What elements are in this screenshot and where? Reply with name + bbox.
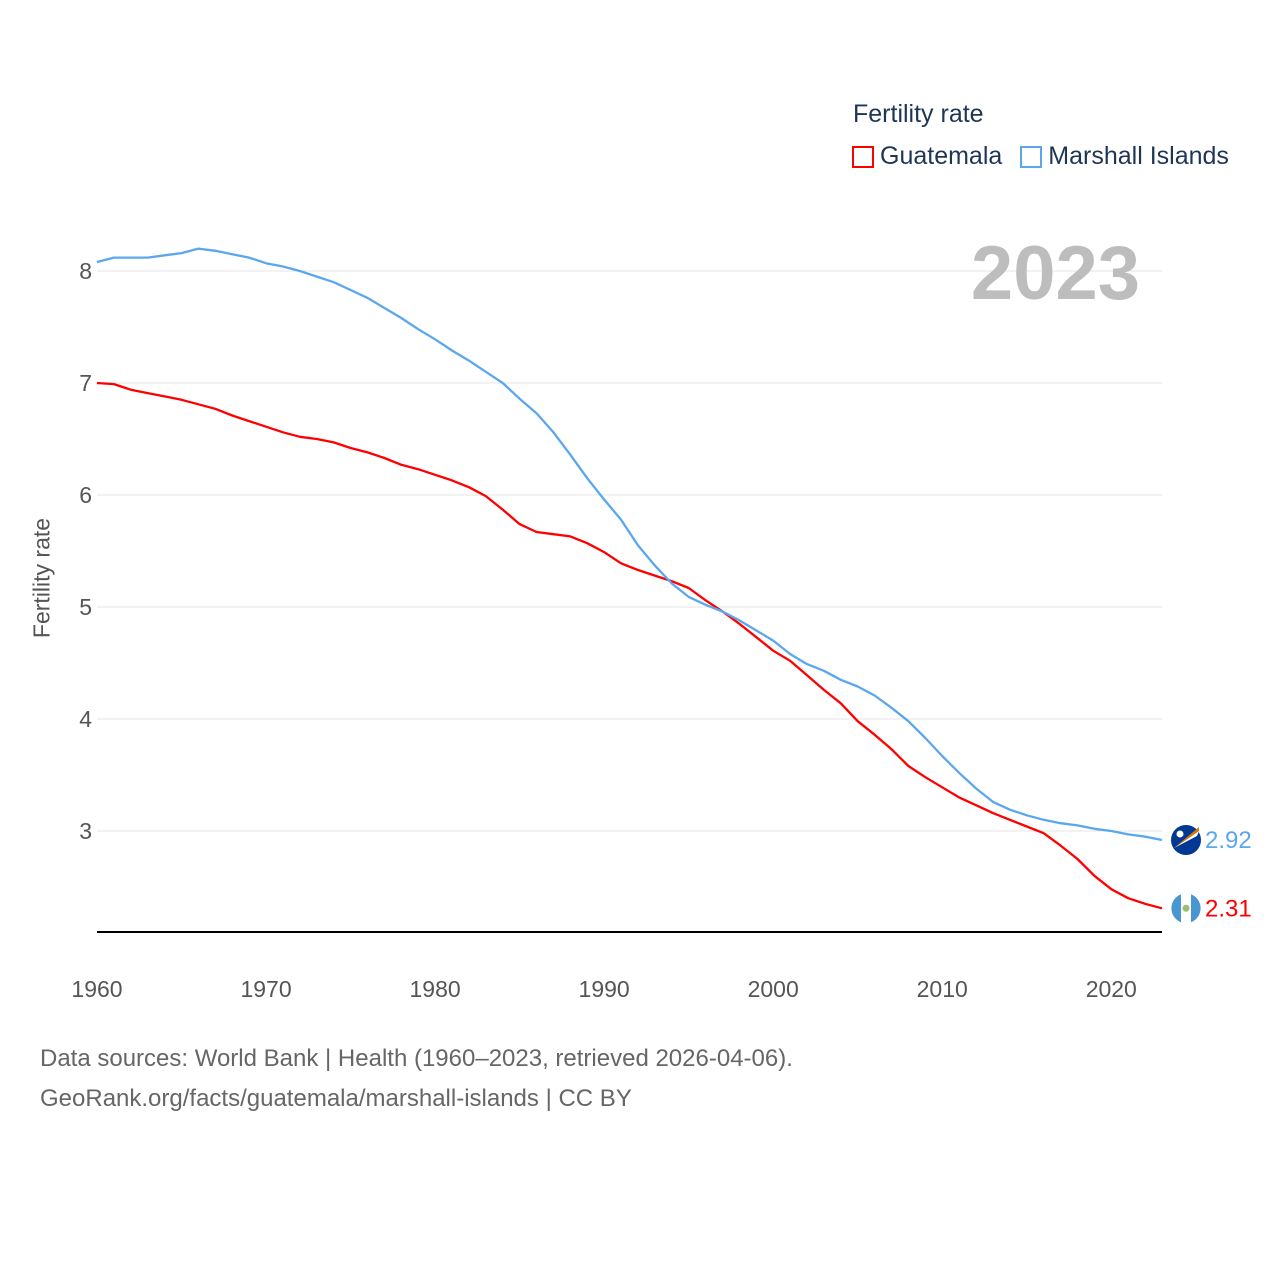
flag-stripe bbox=[1174, 826, 1199, 848]
x-tick-label: 1970 bbox=[240, 976, 291, 1002]
x-tick-label: 1990 bbox=[579, 976, 630, 1002]
end-value-label-guatemala: 2.31 bbox=[1205, 895, 1252, 922]
flag-star bbox=[1176, 830, 1184, 838]
legend-swatch-guatemala bbox=[852, 145, 874, 168]
flag-stripe bbox=[1191, 894, 1201, 923]
x-tick-label: 1980 bbox=[410, 976, 461, 1002]
series-line-marshall-islands bbox=[96, 247, 1163, 842]
source-line: Data sources: World Bank | Health (1960–… bbox=[40, 1045, 793, 1072]
legend: Guatemala Marshall Islands bbox=[852, 142, 1229, 171]
y-tick-label: 6 bbox=[79, 482, 92, 508]
y-tick-label: 3 bbox=[79, 818, 92, 844]
legend-item-marshall-islands[interactable]: Marshall Islands bbox=[1020, 142, 1229, 171]
legend-label: Marshall Islands bbox=[1048, 142, 1229, 170]
y-tick-label: 7 bbox=[79, 370, 92, 396]
legend-title: Fertility rate bbox=[853, 100, 984, 128]
y-axis-label: Fertility rate bbox=[28, 517, 55, 639]
legend-label: Guatemala bbox=[880, 142, 1003, 170]
attribution-line: GeoRank.org/facts/guatemala/marshall-isl… bbox=[40, 1085, 632, 1112]
end-value-label-marshall-islands: 2.92 bbox=[1205, 827, 1252, 854]
y-tick-label: 5 bbox=[79, 594, 92, 620]
x-tick-label: 2010 bbox=[917, 976, 968, 1002]
x-tick-label: 1960 bbox=[71, 976, 122, 1002]
x-tick-label: 2020 bbox=[1086, 976, 1137, 1002]
flag-stripe bbox=[1171, 894, 1181, 923]
series-line-guatemala bbox=[96, 381, 1163, 910]
y-tick-label: 4 bbox=[79, 706, 92, 732]
year-label: 2023 bbox=[970, 231, 1140, 316]
flag-emblem bbox=[1182, 904, 1190, 912]
legend-swatch-marshall-islands bbox=[1020, 145, 1043, 168]
y-tick-label: 8 bbox=[79, 258, 92, 284]
legend-item-guatemala[interactable]: Guatemala bbox=[852, 142, 1002, 171]
x-tick-label: 2000 bbox=[748, 976, 799, 1002]
